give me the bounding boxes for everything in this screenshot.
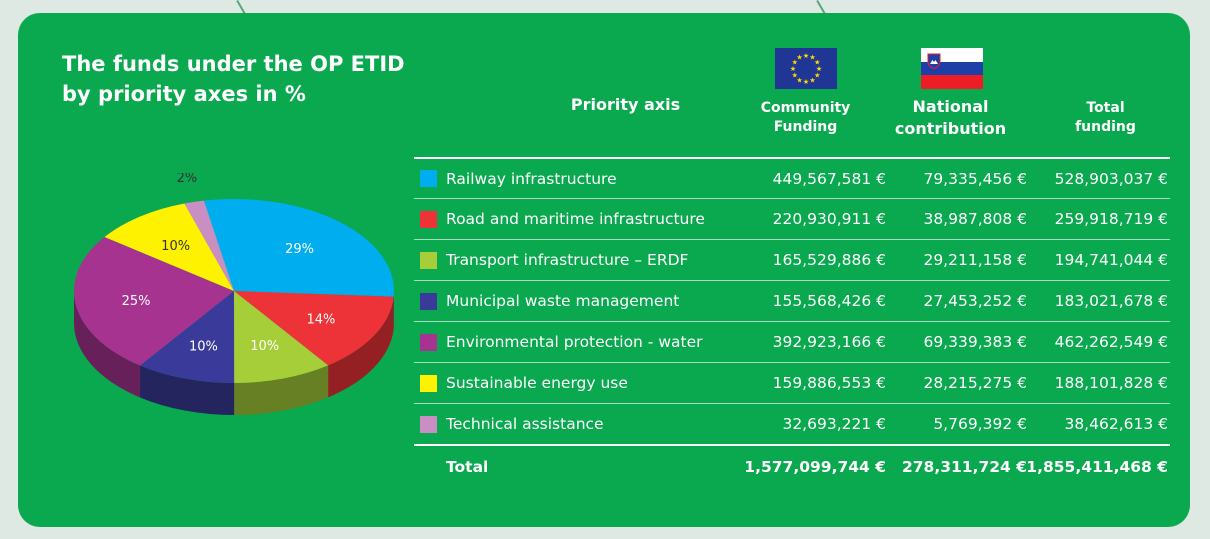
pie-slice-label: 29% xyxy=(285,242,314,257)
header-total-line-1: Total xyxy=(1086,100,1125,116)
pie-slice-side xyxy=(140,365,235,415)
eu-flag-icon: ★ ★ ★ ★ ★ ★ ★ ★ ★ ★ ★ ★ xyxy=(775,48,837,89)
pie-slice-side xyxy=(328,296,394,398)
total-value: 194,741,044 € xyxy=(1054,251,1168,269)
svg-text:★: ★ xyxy=(814,59,820,67)
legend-swatch xyxy=(420,170,437,187)
slovenia-flag-icon xyxy=(921,48,983,89)
header-national-contribution: National contribution xyxy=(888,96,1013,140)
table-row: Municipal waste management 155,568,426 €… xyxy=(414,280,1170,321)
total-value: 38,462,613 € xyxy=(1064,415,1168,433)
total-value: 259,918,719 € xyxy=(1054,210,1168,228)
national-value: 27,453,252 € xyxy=(923,292,1027,310)
national-total: 278,311,724 € xyxy=(901,458,1027,476)
legend-swatch xyxy=(420,374,437,392)
title-line-2: by priority axes in % xyxy=(62,82,306,106)
national-value: 28,215,275 € xyxy=(923,374,1027,392)
pie-slice xyxy=(234,291,394,366)
national-value: 29,211,158 € xyxy=(923,251,1027,269)
pie-slice xyxy=(184,200,234,291)
svg-text:★: ★ xyxy=(814,72,820,80)
total-label: Total xyxy=(446,458,489,476)
pie-slice-label: 10% xyxy=(250,339,279,354)
header-priority-axis: Priority axis xyxy=(570,95,681,114)
legend-swatch xyxy=(420,210,437,228)
row-label: Municipal waste management xyxy=(446,292,680,310)
pie-slice xyxy=(104,203,234,291)
community-value: 392,923,166 € xyxy=(772,333,886,351)
legend-swatch xyxy=(420,415,437,433)
legend-swatch xyxy=(420,333,437,351)
pie-chart: 29% 14% 10% 10% 25% 10% 2% xyxy=(74,173,394,415)
row-label: Railway infrastructure xyxy=(446,169,617,188)
svg-text:★: ★ xyxy=(790,65,796,73)
header-total-line-2: funding xyxy=(1075,119,1136,135)
total-value: 183,021,678 € xyxy=(1054,292,1168,310)
pie-slice-label: 14% xyxy=(307,312,336,327)
header-community-funding: Community Funding xyxy=(748,99,863,137)
svg-text:★: ★ xyxy=(803,78,809,86)
community-value: 220,930,911 € xyxy=(772,210,886,228)
header-community-line-2: Funding xyxy=(773,119,838,135)
row-label: Technical assistance xyxy=(446,415,604,433)
header-national-line-2: contribution xyxy=(894,119,1007,138)
national-value: 5,769,392 € xyxy=(933,415,1027,433)
legend-swatch xyxy=(420,292,437,310)
pie-slice xyxy=(74,236,234,366)
legend-swatch xyxy=(420,251,437,269)
pie-slice-label: 10% xyxy=(189,339,218,354)
chart-title: The funds under the OP ETID by priority … xyxy=(62,49,482,109)
row-label: Transport infrastructure – ERDF xyxy=(446,251,689,269)
pie-slice-label: 2% xyxy=(177,173,198,186)
header-community-line-1: Community xyxy=(760,100,851,116)
national-value: 69,339,383 € xyxy=(923,333,1027,351)
table-row: Transport infrastructure – ERDF 165,529,… xyxy=(414,239,1170,280)
community-value: 155,568,426 € xyxy=(772,292,886,310)
row-label: Sustainable energy use xyxy=(446,374,628,392)
table-row: Sustainable energy use 159,886,553 € 28,… xyxy=(414,362,1170,403)
total-row: Total 1,577,099,744 € 278,311,724 € 1,85… xyxy=(414,444,1170,488)
table-row: Environmental protection - water 392,923… xyxy=(414,321,1170,362)
total-value: 188,101,828 € xyxy=(1054,374,1168,392)
header-national-line-1: National xyxy=(912,97,989,116)
grand-total: 1,855,411,468 € xyxy=(1026,458,1168,476)
national-value: 79,335,456 € xyxy=(923,169,1027,188)
community-total: 1,577,099,744 € xyxy=(744,458,886,476)
svg-text:★: ★ xyxy=(796,54,802,62)
pie-slice-label: 25% xyxy=(122,294,151,309)
svg-text:★: ★ xyxy=(796,76,802,84)
pie-slice-side xyxy=(234,365,329,415)
pie-slice xyxy=(234,291,329,383)
funds-panel: The funds under the OP ETID by priority … xyxy=(18,13,1190,527)
title-line-1: The funds under the OP ETID xyxy=(62,52,405,76)
pie-slice-label: 10% xyxy=(161,239,190,254)
total-value: 462,262,549 € xyxy=(1054,333,1168,351)
total-value: 528,903,037 € xyxy=(1054,169,1168,188)
svg-text:★: ★ xyxy=(809,54,815,62)
table-row: Road and maritime infrastructure 220,930… xyxy=(414,198,1170,239)
community-value: 165,529,886 € xyxy=(772,251,886,269)
national-value: 38,987,808 € xyxy=(923,210,1027,228)
funding-table: Railway infrastructure 449,567,581 € 79,… xyxy=(414,157,1170,488)
svg-text:★: ★ xyxy=(792,72,798,80)
svg-text:★: ★ xyxy=(816,65,822,73)
svg-text:★: ★ xyxy=(792,59,798,67)
pie-slice xyxy=(140,291,235,383)
pie-slice-side xyxy=(74,291,141,398)
table-row: Technical assistance 32,693,221 € 5,769,… xyxy=(414,403,1170,444)
table-row: Railway infrastructure 449,567,581 € 79,… xyxy=(414,157,1170,198)
header-total-funding: Total funding xyxy=(1058,99,1153,137)
svg-text:★: ★ xyxy=(803,52,809,60)
row-label: Road and maritime infrastructure xyxy=(446,210,705,228)
pie-slice xyxy=(203,199,394,297)
community-value: 449,567,581 € xyxy=(772,169,886,188)
community-value: 32,693,221 € xyxy=(782,415,886,433)
svg-text:★: ★ xyxy=(809,76,815,84)
community-value: 159,886,553 € xyxy=(772,374,886,392)
row-label: Environmental protection - water xyxy=(446,333,703,351)
